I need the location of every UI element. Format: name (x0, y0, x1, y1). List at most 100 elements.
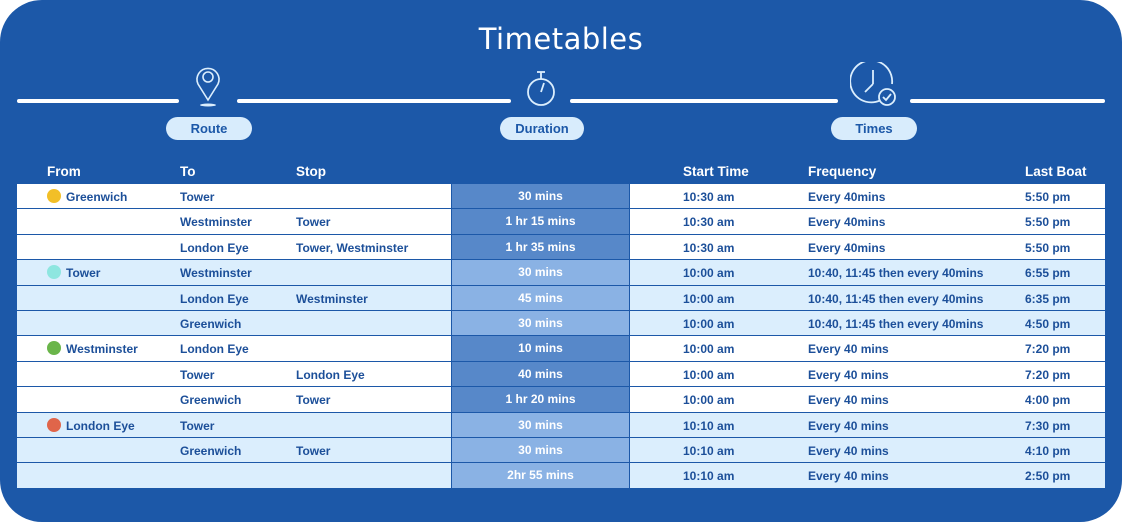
cell-frequency: Every 40 mins (808, 443, 889, 458)
cell-to: London Eye (180, 291, 249, 306)
cell-to: Westminster (180, 266, 252, 281)
cell-stop: London Eye (296, 367, 365, 382)
cell-last-boat: 2:50 pm (1025, 469, 1071, 484)
header-to: To (180, 164, 196, 179)
cell-start-time: 10:00 am (683, 316, 735, 331)
cell-stop: Tower (296, 215, 331, 230)
cell-duration: 40 mins (451, 361, 630, 387)
status-dot (47, 341, 61, 356)
divider (17, 99, 179, 103)
cell-stop: Tower (296, 443, 331, 458)
cell-from: Westminster (66, 342, 138, 357)
cell-last-boat: 4:00 pm (1025, 393, 1071, 408)
cell-start-time: 10:10 am (683, 443, 735, 458)
cell-from: Greenwich (66, 190, 128, 204)
cell-duration: 30 mins (451, 310, 630, 336)
divider (910, 99, 1105, 103)
cell-to: Greenwich (180, 393, 242, 408)
map-pin-icon (196, 67, 220, 107)
status-dot (47, 189, 61, 203)
step-times[interactable]: Times (831, 117, 917, 140)
table-row: Greenwich Tower 30 mins 10:10 am Every 40 mi… (17, 437, 1105, 464)
cell-frequency: Every 40 mins (808, 342, 889, 357)
cell-from: London Eye (66, 418, 135, 433)
cell-duration: 10 mins (451, 336, 630, 361)
cell-frequency: Every 40 mins (808, 367, 889, 382)
cell-frequency: Every 40mins (808, 190, 886, 204)
header-from: From (47, 164, 81, 179)
cell-start-time: 10:30 am (683, 215, 735, 230)
cell-to: London Eye (180, 240, 249, 255)
cell-to: Greenwich (180, 443, 242, 458)
cell-start-time: 10:00 am (683, 266, 735, 281)
cell-duration: 2hr 55 mins (451, 463, 630, 488)
cell-stop: Westminster (296, 291, 368, 306)
cell-start-time: 10:30 am (683, 190, 735, 204)
cell-to: Tower (180, 367, 215, 382)
cell-last-boat: 7:30 pm (1025, 418, 1071, 433)
cell-last-boat: 7:20 pm (1025, 367, 1071, 382)
header-stop: Stop (296, 164, 326, 179)
cell-from: Tower (66, 266, 101, 281)
step-duration[interactable]: Duration (500, 117, 584, 140)
cell-duration: 30 mins (451, 412, 630, 437)
cell-start-time: 10:30 am (683, 240, 735, 255)
cell-to: Greenwich (180, 316, 242, 331)
clock-check-icon (850, 62, 896, 106)
cell-stop: Tower, Westminster (296, 240, 409, 255)
cell-duration: 30 mins (451, 260, 630, 285)
table-row: Westminster Tower 1 hr 15 mins 10:30 am Ever… (17, 209, 1105, 235)
cell-to: Tower (180, 190, 215, 204)
cell-duration: 30 mins (451, 437, 630, 463)
cell-to: London Eye (180, 342, 249, 357)
table-row: London Eye Tower 30 mins 10:10 am Every 40 m… (17, 412, 1105, 438)
header-frequency: Frequency (808, 164, 877, 179)
page-title: Timetables (478, 22, 644, 56)
cell-frequency: Every 40mins (808, 215, 886, 230)
status-dot (47, 417, 61, 432)
cell-last-boat: 7:20 pm (1025, 342, 1071, 357)
cell-last-boat: 6:35 pm (1025, 291, 1071, 306)
cell-duration: 1 hr 35 mins (451, 234, 630, 260)
table-row: Greenwich Tower 1 hr 20 mins 10:00 am Every … (17, 387, 1105, 413)
table-row: Greenwich 30 mins 10:00 am 10:40, 11:45 the… (17, 310, 1105, 337)
step-route[interactable]: Route (166, 117, 252, 140)
cell-last-boat: 5:50 pm (1025, 240, 1071, 255)
cell-last-boat: 4:10 pm (1025, 443, 1071, 458)
divider (570, 99, 838, 103)
cell-to: Tower (180, 418, 215, 433)
status-dot (47, 265, 61, 280)
cell-duration: 1 hr 15 mins (451, 209, 630, 234)
cell-frequency: Every 40 mins (808, 418, 889, 433)
table-row: Greenwich Tower 30 mins 10:30 am Every 40min… (17, 184, 1105, 210)
cell-frequency: Every 40 mins (808, 469, 889, 484)
cell-duration: 1 hr 20 mins (451, 387, 630, 412)
cell-start-time: 10:10 am (683, 469, 735, 484)
cell-frequency: Every 40 mins (808, 393, 889, 408)
cell-frequency: 10:40, 11:45 then every 40mins (808, 266, 984, 281)
cell-start-time: 10:00 am (683, 367, 735, 382)
divider (237, 99, 511, 103)
table-row: Tower London Eye 40 mins 10:00 am Every 40 m… (17, 361, 1105, 388)
table-row: Tower Westminster 30 mins 10:00 am 10:40, 11… (17, 260, 1105, 286)
cell-frequency: 10:40, 11:45 then every 40mins (808, 316, 984, 331)
cell-stop: Tower (296, 393, 331, 408)
table-row: Westminster London Eye 10 mins 10:00 am Ever… (17, 336, 1105, 362)
header-start-time: Start Time (683, 164, 749, 179)
cell-start-time: 10:00 am (683, 291, 735, 306)
cell-last-boat: 4:50 pm (1025, 316, 1071, 331)
cell-last-boat: 6:55 pm (1025, 266, 1071, 281)
cell-start-time: 10:00 am (683, 393, 735, 408)
cell-last-boat: 5:50 pm (1025, 190, 1071, 204)
cell-last-boat: 5:50 pm (1025, 215, 1071, 230)
cell-to: Westminster (180, 215, 252, 230)
timetable: Greenwich Tower 30 mins 10:30 am Every 40min… (17, 184, 1105, 489)
cell-duration: 45 mins (451, 285, 630, 310)
table-row: London Eye Tower, Westminster 1 hr 35 mins… (17, 234, 1105, 261)
cell-start-time: 10:10 am (683, 418, 735, 433)
table-row: London Eye Westminster 45 mins 10:00 am 10:4… (17, 285, 1105, 311)
stopwatch-icon (527, 71, 555, 106)
cell-start-time: 10:00 am (683, 342, 735, 357)
header-last-boat: Last Boat (1025, 164, 1087, 179)
